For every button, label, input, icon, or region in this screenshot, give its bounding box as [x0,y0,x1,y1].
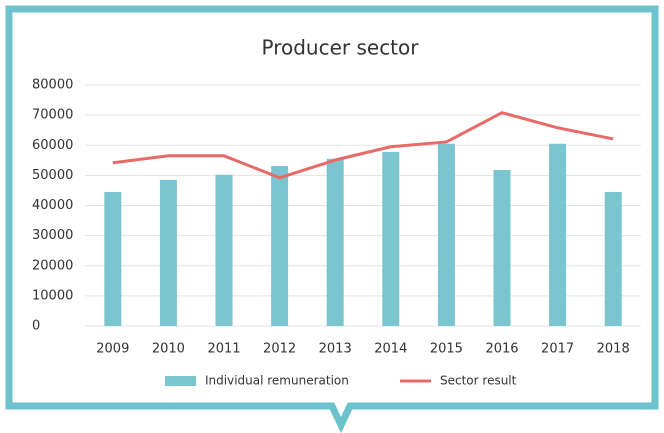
x-tick-label: 2015 [430,342,463,357]
x-tick-label: 2010 [152,342,185,357]
y-tick-label: 0 [32,319,40,334]
bar [326,158,344,326]
x-tick-label: 2011 [207,342,240,357]
x-tick-label: 2012 [263,342,296,357]
x-tick-label: 2018 [597,342,630,357]
bar [271,166,289,326]
y-tick-label: 70000 [32,108,73,123]
chart-title: Producer sector [261,36,419,60]
x-tick-label: 2014 [374,342,407,357]
x-tick-label: 2013 [319,342,352,357]
line [112,111,614,180]
y-tick-label: 40000 [32,198,73,213]
bar [215,174,233,326]
y-tick-label: 80000 [32,78,73,93]
bar [604,191,622,326]
x-tick-label: 2009 [96,342,129,357]
y-tick-label: 20000 [32,258,73,273]
y-tick-label: 10000 [32,288,73,303]
bar [493,169,511,326]
bar [382,151,400,326]
y-tick-label: 50000 [32,168,73,183]
bar [104,191,122,326]
bar [159,179,177,326]
y-tick-label: 60000 [32,138,73,153]
bar [437,143,455,326]
legend-label: Sector result [440,374,517,388]
bar [549,143,567,326]
legend-swatch [165,376,196,386]
x-tick-label: 2016 [485,342,518,357]
y-tick-label: 30000 [32,228,73,243]
x-tick-label: 2017 [541,342,574,357]
legend-label: Individual remuneration [205,374,349,388]
